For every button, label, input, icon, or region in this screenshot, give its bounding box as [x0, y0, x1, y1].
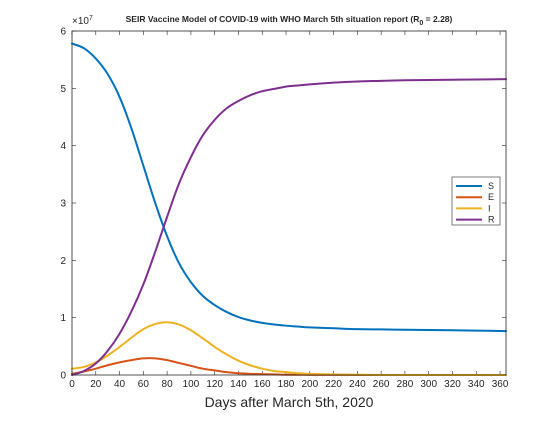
chart-title: SEIR Vaccine Model of COVID-19 with WHO … [126, 14, 453, 27]
y-tick-label: 4 [60, 141, 66, 152]
x-tick-label: 220 [325, 379, 342, 390]
axes-box [71, 30, 507, 376]
x-tick-label: 200 [301, 379, 318, 390]
x-tick-label: 360 [492, 379, 509, 390]
x-tick-label: 260 [373, 379, 390, 390]
legend: SEIR [451, 176, 501, 226]
y-tick-label: 6 [60, 27, 66, 38]
legend-label-r: R [488, 215, 495, 225]
x-tick-label: 280 [397, 379, 414, 390]
y-tick-label: 0 [60, 371, 66, 382]
legend-label-s: S [488, 181, 494, 191]
x-tick-label: 80 [162, 379, 174, 390]
y-tick-label: 1 [60, 313, 66, 324]
x-tick-label: 300 [420, 379, 437, 390]
x-tick-label: 160 [254, 379, 271, 390]
legend-label-i: I [488, 203, 491, 213]
x-tick-label: 340 [468, 379, 485, 390]
x-tick-label: 0 [69, 379, 75, 390]
x-tick-label: 180 [278, 379, 295, 390]
x-tick-label: 140 [230, 379, 247, 390]
series-line-r [71, 78, 507, 376]
x-tick-label: 20 [90, 379, 102, 390]
ticks-layer: 0 20 40 60 80 100 120 140 160 180 200 220 240 260 280 3… [60, 27, 508, 391]
plot-area [72, 31, 506, 375]
series-line-s [71, 42, 507, 333]
y-tick-label: 2 [60, 256, 66, 267]
y-tick-label: 3 [60, 199, 66, 210]
x-tick-label: 40 [114, 379, 126, 390]
x-axis-label: Days after March 5th, 2020 [205, 394, 374, 410]
x-tick-label: 120 [206, 379, 223, 390]
legend-label-e: E [488, 192, 494, 202]
x-tick-label: 240 [349, 379, 366, 390]
x-tick-label: 100 [183, 379, 200, 390]
y-tick-label: 5 [60, 84, 66, 95]
x-tick-label: 320 [444, 379, 461, 390]
x-tick-label: 60 [138, 379, 150, 390]
legend-items: SEIR [456, 181, 495, 225]
y-axis-exponent: ×107 [72, 15, 93, 27]
